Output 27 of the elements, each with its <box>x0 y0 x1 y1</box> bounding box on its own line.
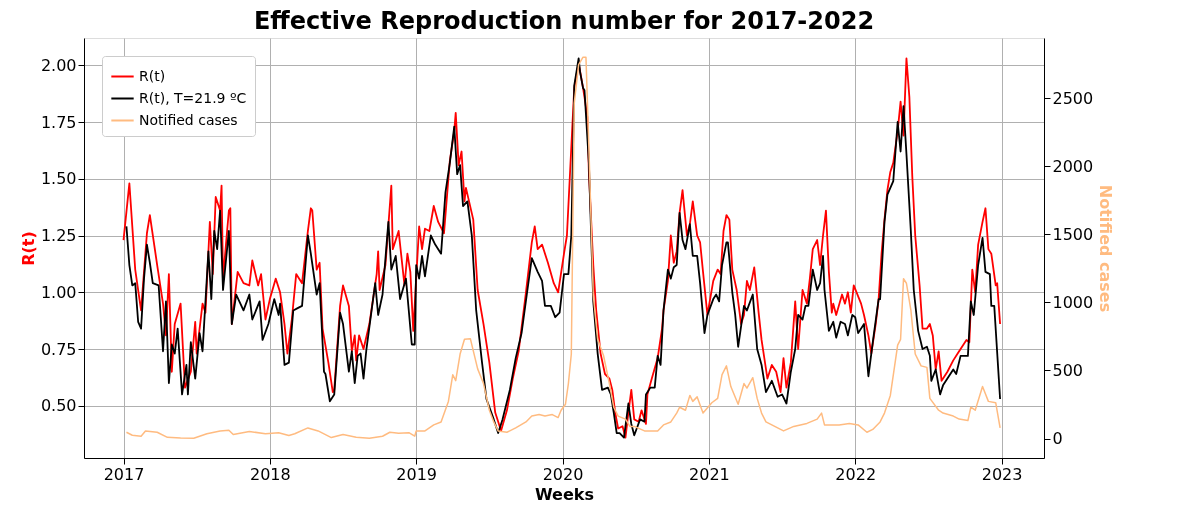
x-tick-label: 2020 <box>542 464 584 484</box>
y2-tick-label: 1000 <box>1052 292 1094 312</box>
x-tick-label: 2023 <box>981 464 1023 484</box>
x-axis-title: Weeks <box>535 484 594 504</box>
y2-tick-label: 500 <box>1052 360 1084 380</box>
y-tick-label: 1.75 <box>40 112 77 132</box>
legend-label: R(t) <box>139 67 166 84</box>
y2-tick-label: 2000 <box>1052 156 1094 176</box>
y-tick-label: 1.00 <box>40 282 77 302</box>
y2-tick-label: 2500 <box>1052 88 1094 108</box>
y2-tick-label: 1500 <box>1052 224 1094 244</box>
y-tick-label: 0.50 <box>40 396 77 416</box>
y-tick-label: 1.50 <box>40 169 77 189</box>
legend-label: R(t), T=21.9 ºC <box>139 89 247 106</box>
y-tick-label: 2.00 <box>40 55 77 75</box>
x-tick-label: 2017 <box>103 464 145 484</box>
legend-label: Notified cases <box>139 111 238 128</box>
y-tick-label: 0.75 <box>40 339 77 359</box>
y-tick-label: 1.25 <box>40 226 77 246</box>
x-tick-label: 2019 <box>396 464 438 484</box>
y2-axis-title: Notified cases <box>1096 184 1116 313</box>
x-tick-label: 2018 <box>249 464 291 484</box>
x-tick-label: 2021 <box>689 464 730 484</box>
y2-tick-label: 0 <box>1052 429 1063 449</box>
chart-title: Effective Reproduction number for 2017-2022 <box>253 7 875 35</box>
y-axis-title: R(t) <box>18 231 38 266</box>
x-tick-label: 2022 <box>835 464 877 484</box>
